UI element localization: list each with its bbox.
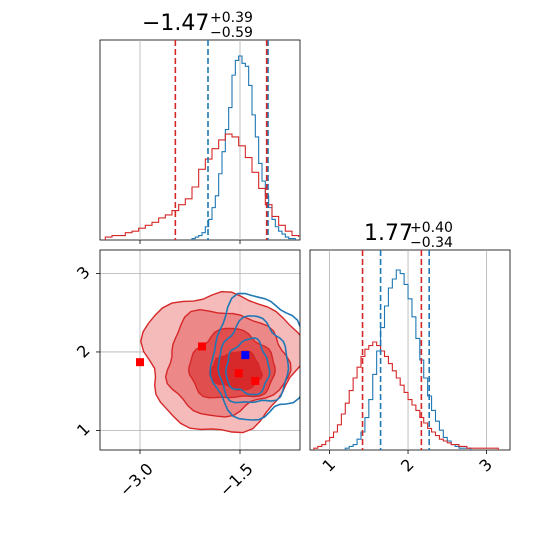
contour-panel: −3.0 −1.5 1 2 3 [73,249,301,500]
contour-y-tick-label: 3 [73,263,94,284]
contour-frame [99,249,301,451]
histogram-y-tick-label: 1 [319,455,340,476]
histogram-y-title-plus: +0.40 [410,220,453,236]
contour-x-tick-label: −3.0 [116,459,157,500]
contour-y-tick-label: 2 [73,341,94,362]
contour-marker [241,351,250,360]
histogram-x-title-plus: +0.39 [210,10,253,26]
contour-y-tick-label: 1 [73,419,94,440]
histogram-panel-x: −1.47 +0.39 −0.59 [99,10,301,244]
contour-x-tick-label: −1.5 [216,459,257,500]
contour-blue-level-1 [217,315,290,404]
contour-marker [234,369,243,378]
histogram-y-title-value: 1.77 [364,221,413,246]
histogram-panel-y: 1 2 3 1.77 +0.40 −0.34 [309,220,511,476]
histogram-x-title-minus: −0.59 [210,25,253,41]
histogram-y-series-1 [313,341,499,450]
histogram-y-title-minus: −0.34 [410,235,453,251]
histogram-x-frame [99,39,301,241]
contour-marker [198,342,206,351]
histogram-x-title-value: −1.47 [142,11,209,36]
contour-blue-level-0 [209,292,300,421]
contour-marker [136,358,144,367]
histogram-y-tick-label: 2 [397,455,418,476]
contour-marker [251,376,260,385]
contour-blue-level-2 [224,337,271,396]
histogram-y-series-0 [344,269,472,450]
histogram-y-frame [309,249,511,451]
histogram-y-tick-label: 3 [475,455,496,476]
